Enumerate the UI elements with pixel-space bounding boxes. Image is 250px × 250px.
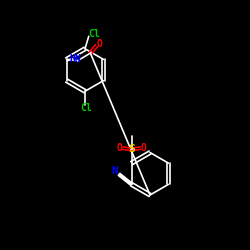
Text: HN: HN	[70, 54, 81, 64]
Text: O: O	[97, 38, 102, 48]
Text: Cl: Cl	[88, 29, 100, 39]
Text: Cl: Cl	[80, 103, 92, 113]
Text: S: S	[128, 144, 135, 154]
Text: N: N	[111, 166, 118, 176]
Text: O: O	[140, 143, 146, 153]
Text: O: O	[117, 143, 123, 153]
